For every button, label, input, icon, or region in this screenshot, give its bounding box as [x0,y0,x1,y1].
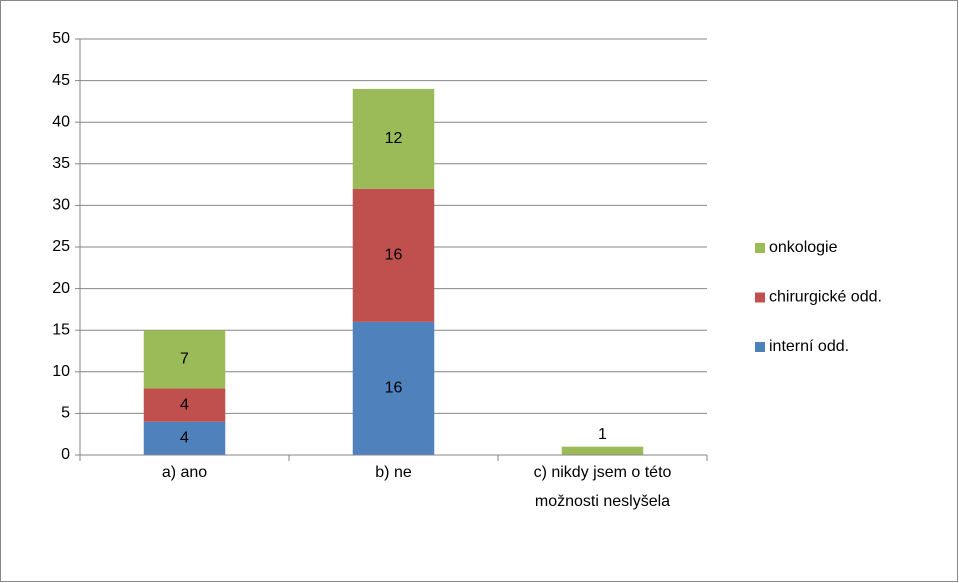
y-tick-label: 20 [52,280,70,297]
data-label: 1 [598,426,607,443]
bar-segment [561,446,644,455]
x-tick-label: c) nikdy jsem o této možnosti neslyšela [533,464,672,510]
bar-segment [352,88,435,189]
bar-segment [352,321,435,455]
legend-swatch [755,292,765,303]
x-tick-label: a) ano [161,464,208,481]
legend-swatch [755,243,765,253]
legend-label: chirurgické odd. [769,289,882,306]
data-label: 4 [180,430,189,447]
bar-segment [143,330,226,389]
y-tick-label: 15 [52,321,70,338]
x-tick-label: b) ne [375,464,412,481]
y-tick-label: 10 [52,363,70,380]
legend-swatch [755,342,765,352]
bar-segment [352,188,435,322]
y-tick-label: 30 [52,197,70,214]
bar-segment [143,421,226,455]
y-tick-label: 5 [61,405,70,422]
y-tick-label: 35 [52,155,70,172]
legend-label: interní odd. [769,338,849,355]
y-tick-label: 0 [61,446,70,463]
legend-label: onkologie [769,239,838,256]
y-tick-label: 25 [52,238,70,255]
data-label: 12 [385,130,403,147]
y-tick-label: 50 [52,30,70,47]
data-label: 16 [385,247,403,264]
data-label: 4 [180,396,189,413]
bar-segment [143,388,226,422]
y-tick-label: 45 [52,72,70,89]
data-label: 16 [385,380,403,397]
data-label: 7 [180,351,189,368]
y-tick-label: 40 [52,113,70,130]
